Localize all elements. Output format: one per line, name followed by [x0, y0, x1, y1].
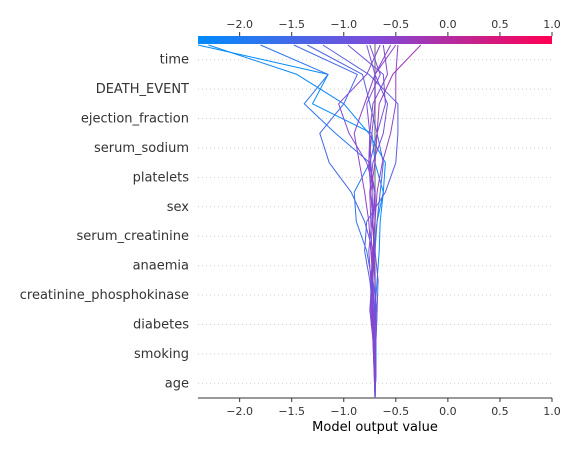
- feature-label: age: [165, 376, 189, 391]
- x-tick-label-top: 0.5: [491, 18, 509, 31]
- x-tick-label-top: 0.0: [439, 18, 457, 31]
- feature-label: creatinine_phosphokinase: [20, 288, 189, 303]
- x-tick-label-bottom: −1.5: [278, 405, 305, 418]
- x-tick-label-bottom: −2.0: [226, 405, 253, 418]
- feature-label: serum_sodium: [94, 141, 189, 156]
- x-tick-label-bottom: −1.0: [330, 405, 357, 418]
- decision-line: [208, 44, 386, 399]
- x-tick-label-top: −2.0: [226, 18, 253, 31]
- feature-label: DEATH_EVENT: [96, 82, 189, 97]
- decision-line: [366, 44, 388, 399]
- feature-label: serum_creatinine: [77, 229, 190, 244]
- x-tick-label-top: −1.0: [330, 18, 357, 31]
- x-tick-label-top: −0.5: [382, 18, 409, 31]
- feature-labels: time DEATH_EVENT ejection_fraction serum_so…: [20, 53, 190, 392]
- colorbar: [198, 36, 552, 44]
- feature-label: sex: [167, 200, 190, 215]
- x-tick-label-bottom: 0.0: [439, 405, 457, 418]
- feature-label: smoking: [134, 347, 189, 362]
- feature-label: ejection_fraction: [81, 112, 189, 127]
- decision-line: [260, 44, 376, 398]
- x-axis-label: Model output value: [312, 420, 438, 435]
- x-tick-label-bottom: −0.5: [382, 405, 409, 418]
- feature-label: diabetes: [133, 317, 189, 332]
- axes: −2.0 −2.0 −1.5 −1.5 −1.0 −1.0 −0.5 −0.5 0.0 0.0 0.…: [198, 18, 561, 418]
- feature-label: platelets: [133, 170, 190, 185]
- x-tick-label-bottom: 0.5: [491, 405, 509, 418]
- feature-label: time: [160, 53, 189, 68]
- colorbar-gradient: [198, 36, 552, 44]
- x-tick-label-top: 1.0: [543, 18, 561, 31]
- x-tick-label-top: −1.5: [278, 18, 305, 31]
- decision-line: [197, 44, 384, 399]
- x-tick-label-bottom: 1.0: [543, 405, 561, 418]
- decision-lines: [197, 44, 422, 399]
- feature-label: anaemia: [133, 259, 189, 274]
- decision-line: [338, 44, 381, 398]
